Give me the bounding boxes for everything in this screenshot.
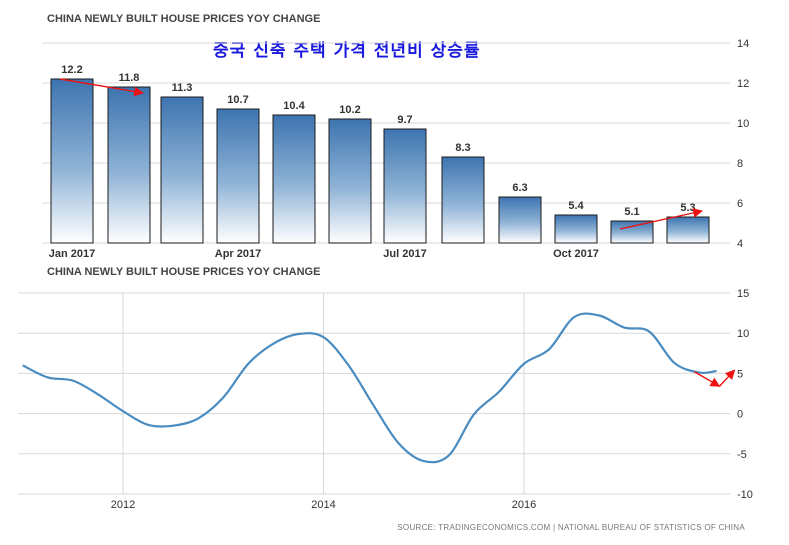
bar-data-label: 6.3 — [512, 182, 527, 194]
trend-arrow — [694, 371, 721, 387]
bar-data-label: 12.2 — [61, 64, 82, 76]
bar-chart-x-axis: Jan 2017 Apr 2017 Jul 2017 Oct 2017 — [49, 248, 599, 260]
bar-data-label: 10.4 — [283, 100, 305, 112]
line-y-tick-label: 5 — [737, 368, 743, 380]
bar — [610, 220, 654, 244]
line-chart-series — [22, 312, 717, 464]
bar — [272, 114, 316, 244]
line-x-tick-label: 2012 — [111, 499, 135, 511]
bar-y-tick-label: 6 — [737, 198, 743, 210]
bar — [328, 118, 372, 244]
bar-data-label: 10.2 — [339, 104, 360, 116]
bar-chart-data-labels: 12.2 11.8 11.3 10.7 10.4 10.2 9.7 8.3 6.3 5.4 5.1 5… — [61, 64, 695, 218]
bar-chart-y-axis: 4 6 8 10 12 14 — [737, 38, 749, 250]
line-chart-arrows — [694, 369, 736, 387]
bar-x-tick-label: Jan 2017 — [49, 248, 95, 260]
line-chart: CHINA NEWLY BUILT HOUSE PRICES YOY CHANG… — [18, 266, 753, 511]
bar — [441, 156, 485, 244]
line-y-tick-label: 10 — [737, 328, 749, 340]
line-chart-grid — [18, 292, 730, 495]
bar-data-label: 5.4 — [568, 200, 584, 212]
bar-data-label: 10.7 — [227, 94, 248, 106]
bar-data-label: 11.8 — [119, 72, 140, 84]
bar-y-tick-label: 8 — [737, 158, 743, 170]
bar — [383, 128, 427, 244]
bar-data-label: 5.3 — [680, 202, 695, 214]
line-chart-title: CHINA NEWLY BUILT HOUSE PRICES YOY CHANG… — [47, 266, 320, 278]
bar-data-label: 8.3 — [455, 142, 470, 154]
line-x-tick-label: 2014 — [311, 499, 335, 511]
bar-y-tick-label: 14 — [737, 38, 749, 50]
line-x-tick-label: 2016 — [512, 499, 536, 511]
bar-x-tick-label: Oct 2017 — [553, 248, 599, 260]
line-chart-x-axis: 2012 2014 2016 — [111, 499, 536, 511]
bar — [498, 196, 542, 244]
trend-arrow — [619, 208, 703, 230]
bar — [160, 96, 204, 244]
line-chart-y-axis: -10 -5 0 5 10 15 — [737, 288, 753, 501]
bar — [666, 216, 710, 244]
bar-y-tick-label: 4 — [737, 238, 743, 250]
bar-x-tick-label: Apr 2017 — [215, 248, 261, 260]
source-note: SOURCE: TRADINGECONOMICS.COM | NATIONAL … — [397, 523, 745, 532]
line-y-tick-label: 15 — [737, 288, 749, 300]
bar-chart-arrows — [59, 78, 703, 230]
bar — [107, 86, 151, 244]
bar-data-label: 5.1 — [624, 206, 639, 218]
korean-overlay-title: 중국 신축 주택 가격 전년비 상승률 — [213, 41, 481, 61]
bar-chart-title: CHINA NEWLY BUILT HOUSE PRICES YOY CHANG… — [47, 13, 320, 25]
bar-y-tick-label: 10 — [737, 118, 749, 130]
bar-x-tick-label: Jul 2017 — [383, 248, 426, 260]
bar-data-label: 9.7 — [397, 114, 412, 126]
line-y-tick-label: -10 — [737, 489, 753, 501]
line-y-tick-label: 0 — [737, 409, 743, 421]
bar-data-label: 11.3 — [172, 82, 193, 94]
line-series-path — [22, 312, 717, 464]
trend-arrow — [718, 369, 736, 387]
trend-arrow — [59, 78, 144, 97]
bar — [50, 78, 94, 244]
line-y-tick-label: -5 — [737, 449, 747, 461]
bar — [554, 214, 598, 244]
bar-chart: CHINA NEWLY BUILT HOUSE PRICES YOY CHANG… — [42, 13, 749, 260]
bar — [216, 108, 260, 244]
bar-y-tick-label: 12 — [737, 78, 749, 90]
bar-chart-bars — [50, 78, 710, 244]
